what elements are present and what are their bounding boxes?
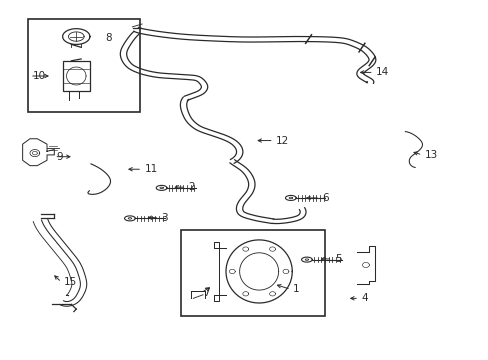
Text: 7: 7 <box>203 288 209 298</box>
Text: 14: 14 <box>375 67 388 77</box>
Text: 8: 8 <box>105 33 112 43</box>
Text: 10: 10 <box>32 71 45 81</box>
Text: 9: 9 <box>57 152 63 162</box>
Text: 6: 6 <box>322 193 328 203</box>
Text: 2: 2 <box>188 182 195 192</box>
Text: 11: 11 <box>144 164 158 174</box>
Text: 15: 15 <box>64 277 77 287</box>
Text: 12: 12 <box>276 136 289 145</box>
Bar <box>27 19 140 112</box>
Bar <box>63 61 89 91</box>
Text: 13: 13 <box>424 150 437 160</box>
Text: 4: 4 <box>361 293 367 303</box>
Bar <box>181 230 325 316</box>
Text: 5: 5 <box>334 254 341 264</box>
Text: 1: 1 <box>293 284 299 294</box>
Text: 3: 3 <box>161 213 168 222</box>
